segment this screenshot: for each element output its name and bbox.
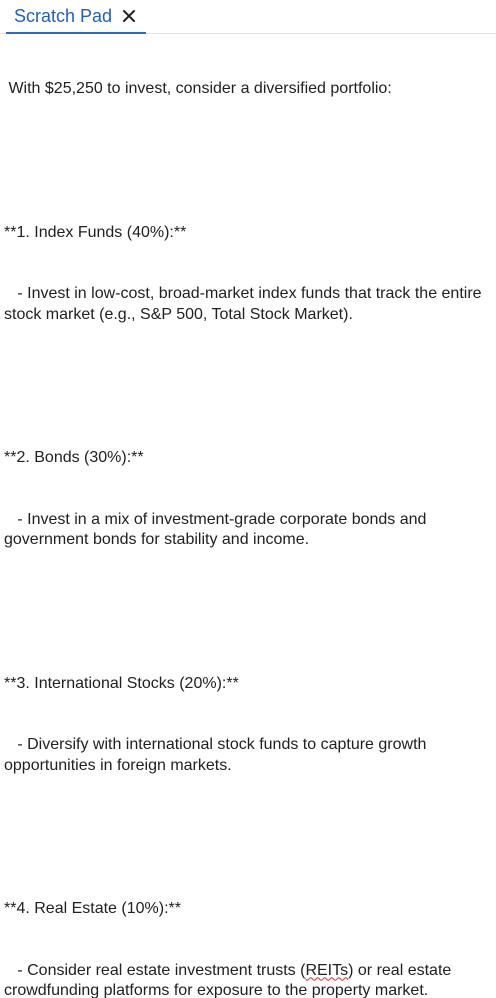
scratch-pad-editor[interactable]: With $25,250 to invest, consider a diver… bbox=[0, 34, 496, 499]
section-heading: **4. Real Estate (10%):** bbox=[4, 899, 488, 920]
tab-scratch-pad[interactable]: Scratch Pad bbox=[6, 0, 146, 34]
blank-line bbox=[4, 141, 488, 162]
blank-line bbox=[4, 592, 488, 613]
blank-line bbox=[4, 817, 488, 838]
section-body: - Consider real estate investment trusts… bbox=[4, 961, 488, 998]
section-heading: **1. Index Funds (40%):** bbox=[4, 223, 488, 244]
section-heading: **2. Bonds (30%):** bbox=[4, 448, 488, 469]
close-icon[interactable] bbox=[122, 9, 136, 23]
note-intro: With $25,250 to invest, consider a diver… bbox=[4, 79, 488, 100]
spellcheck-flagged-word[interactable]: REITs bbox=[305, 962, 348, 979]
section-body: - Diversify with international stock fun… bbox=[4, 735, 488, 776]
section-body: - Invest in a mix of investment-grade co… bbox=[4, 510, 488, 551]
tab-bar: Scratch Pad bbox=[0, 0, 496, 34]
blank-line bbox=[4, 366, 488, 387]
tab-title: Scratch Pad bbox=[14, 6, 112, 27]
body-text: - Consider real estate investment trusts… bbox=[4, 962, 305, 979]
section-heading: **3. International Stocks (20%):** bbox=[4, 674, 488, 695]
section-body: - Invest in low-cost, broad-market index… bbox=[4, 284, 488, 325]
